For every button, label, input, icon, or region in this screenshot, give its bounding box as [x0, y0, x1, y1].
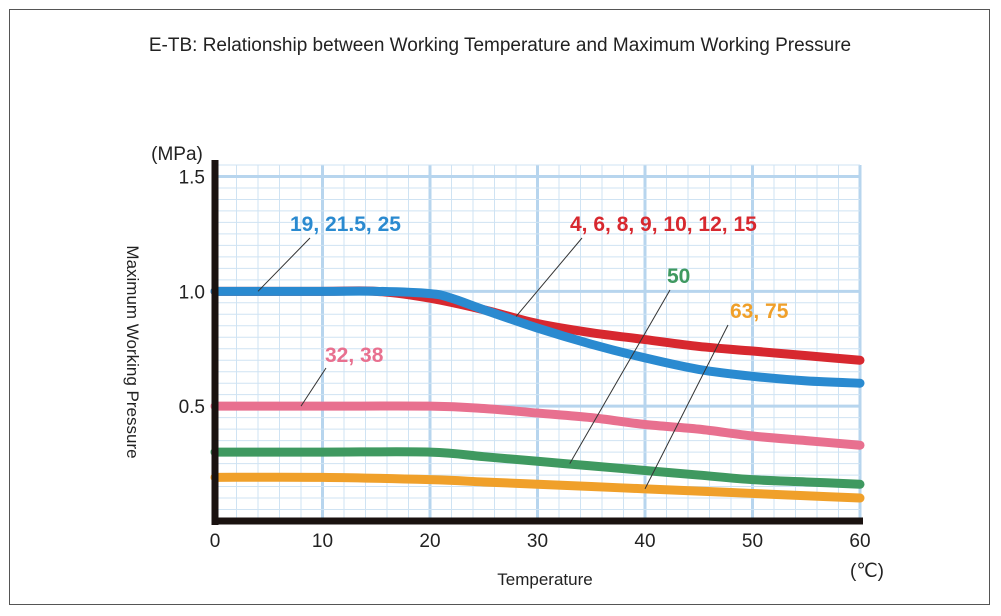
leader-line	[569, 289, 671, 464]
y-tick-label: 1.5	[179, 167, 205, 188]
series-label: 19, 21.5, 25	[290, 213, 401, 236]
label-leaders	[257, 237, 729, 490]
axes	[211, 160, 863, 525]
y-tick-label: 1.0	[179, 282, 205, 303]
series-lines	[210, 286, 865, 503]
y-tick-label: 0.5	[179, 397, 205, 418]
x-unit-label: (℃)	[850, 561, 884, 582]
x-tick-label: 30	[527, 531, 548, 552]
tick-labels: 0 10 20 30 40 50 60 0.5 1.0 1.5	[179, 167, 871, 552]
leader-line	[300, 367, 327, 407]
series-label: 4, 6, 8, 9, 10, 12, 15	[570, 213, 757, 236]
series-label: 50	[667, 265, 690, 288]
series-label: 63, 75	[730, 300, 789, 323]
x-tick-label: 0	[210, 531, 221, 552]
chart-title: E-TB: Relationship between Working Tempe…	[149, 35, 851, 56]
x-axis-label: Temperature	[497, 570, 592, 589]
series-label: 32, 38	[325, 344, 384, 367]
leader-line	[515, 237, 583, 317]
series-line-5	[210, 472, 865, 503]
leader-line	[644, 324, 729, 490]
chart-frame	[9, 9, 990, 605]
x-tick-label: 50	[742, 531, 763, 552]
series-line-4	[210, 447, 865, 489]
x-tick-label: 60	[849, 531, 870, 552]
x-tick-label: 20	[419, 531, 440, 552]
x-tick-label: 10	[312, 531, 333, 552]
series-line-3	[210, 401, 865, 450]
y-axis-label: Maximum Working Pressure	[123, 245, 142, 458]
series-labels: 19, 21.5, 25 4, 6, 8, 9, 10, 12, 15 50 63, …	[290, 213, 789, 367]
x-tick-label: 40	[634, 531, 655, 552]
leader-line	[257, 237, 311, 292]
y-unit-label: (MPa)	[151, 144, 203, 165]
series-line-2	[210, 286, 865, 388]
